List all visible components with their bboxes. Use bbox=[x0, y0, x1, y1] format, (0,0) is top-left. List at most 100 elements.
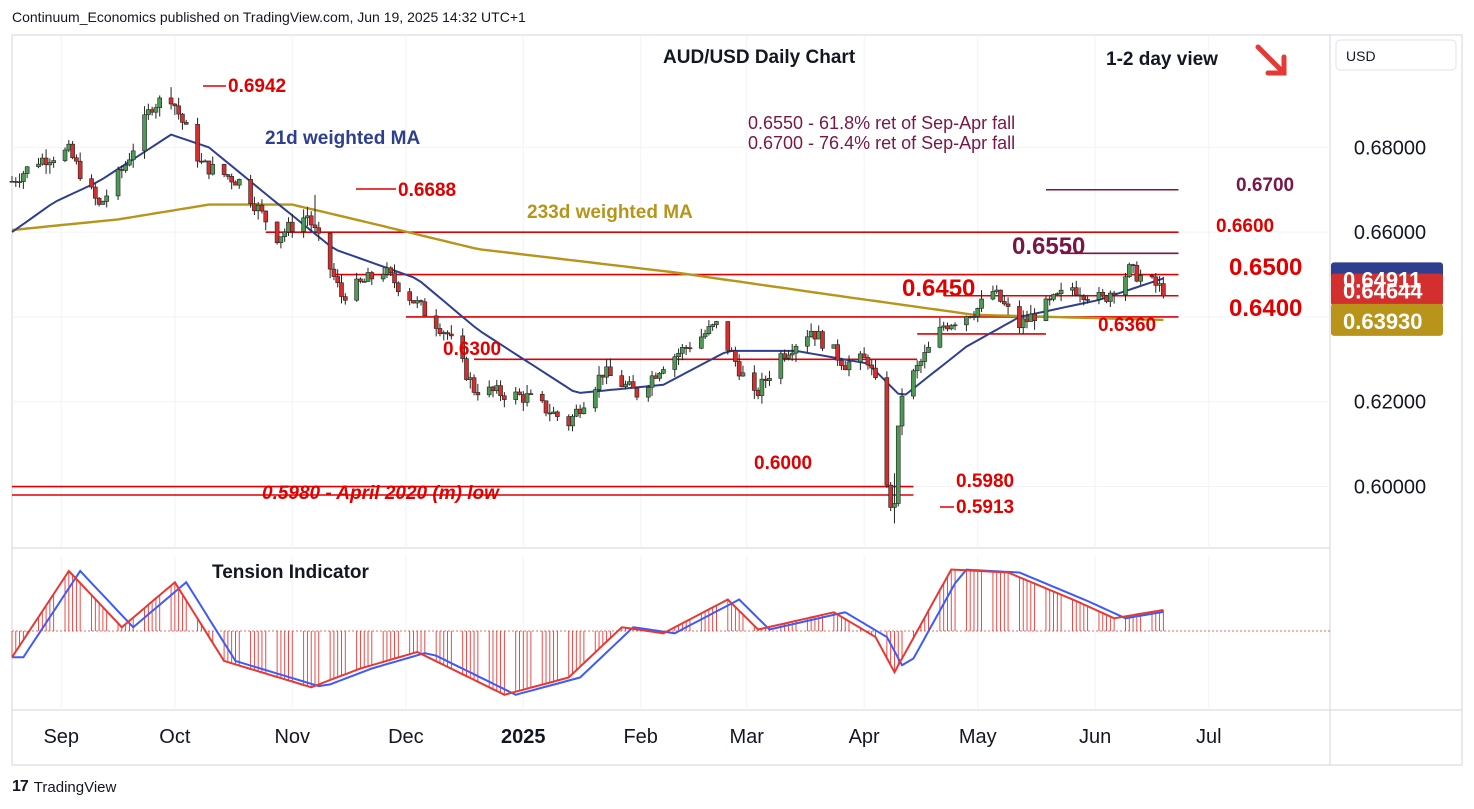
candle-body bbox=[331, 268, 337, 277]
candle bbox=[998, 289, 1003, 303]
candle bbox=[714, 320, 719, 329]
candle-body bbox=[759, 378, 765, 396]
candle bbox=[316, 221, 322, 241]
candle-body bbox=[62, 149, 68, 161]
candle bbox=[570, 414, 575, 432]
candle-body bbox=[952, 324, 958, 327]
candle-body bbox=[1051, 294, 1056, 300]
chart-title: AUD/USD Daily Chart bbox=[663, 47, 856, 68]
candle-body bbox=[172, 103, 178, 107]
candle-body bbox=[411, 300, 416, 304]
candle bbox=[392, 264, 397, 289]
candle bbox=[411, 300, 416, 304]
candle bbox=[858, 351, 863, 371]
candle bbox=[422, 298, 428, 317]
candle bbox=[1111, 290, 1117, 304]
candle bbox=[445, 330, 450, 340]
candle bbox=[539, 391, 545, 404]
currency-button[interactable] bbox=[1335, 39, 1457, 71]
candle bbox=[369, 270, 375, 286]
candle bbox=[657, 371, 662, 382]
candle bbox=[51, 156, 56, 168]
candle bbox=[130, 143, 136, 168]
candle-body bbox=[195, 124, 200, 162]
candle-body bbox=[528, 393, 534, 395]
candle-body bbox=[494, 385, 500, 392]
candle bbox=[517, 388, 522, 396]
candle bbox=[513, 387, 519, 405]
candle-body bbox=[1020, 318, 1026, 328]
candle bbox=[1020, 310, 1026, 335]
candle-body bbox=[789, 352, 795, 356]
candle bbox=[93, 183, 98, 206]
candle-body bbox=[858, 353, 863, 363]
candle-body bbox=[551, 411, 556, 415]
candle-body bbox=[1111, 292, 1117, 296]
ma-233-line bbox=[11, 203, 1164, 322]
candle-body bbox=[89, 178, 94, 188]
candle-body bbox=[236, 179, 242, 186]
candle-body bbox=[714, 321, 719, 325]
candle-body bbox=[1104, 295, 1109, 302]
candle-body bbox=[899, 395, 905, 427]
candle bbox=[168, 87, 174, 110]
candle-body bbox=[812, 330, 818, 340]
candle bbox=[1058, 282, 1064, 302]
candle-body bbox=[608, 366, 613, 376]
candle-body bbox=[683, 347, 689, 349]
candle-body bbox=[407, 291, 412, 301]
candle bbox=[789, 344, 795, 361]
candle-body bbox=[861, 353, 867, 358]
candle-body bbox=[305, 215, 310, 219]
candle-body bbox=[736, 361, 742, 377]
retracement-note-2: 0.6700 - 76.4% ret of Sep-Apr fall bbox=[748, 133, 1015, 153]
candle bbox=[418, 299, 424, 306]
candle-body bbox=[539, 393, 545, 402]
candle bbox=[581, 402, 587, 415]
retracement-note-1: 0.6550 - 61.8% ret of Sep-Apr fall bbox=[748, 113, 1015, 133]
candle bbox=[948, 324, 954, 331]
candle bbox=[1134, 261, 1140, 283]
candle bbox=[736, 354, 742, 381]
candle bbox=[634, 386, 640, 401]
candle-body bbox=[464, 358, 469, 380]
candle bbox=[861, 347, 867, 358]
candle bbox=[1077, 287, 1083, 303]
candles[interactable] bbox=[9, 87, 1166, 524]
candle bbox=[1001, 295, 1007, 306]
price-pane bbox=[12, 35, 1330, 548]
x-tick-label: Nov bbox=[274, 726, 310, 748]
candle-body bbox=[210, 164, 216, 175]
candle bbox=[282, 228, 287, 242]
candle bbox=[964, 315, 969, 332]
candle-body bbox=[263, 210, 269, 223]
candle bbox=[331, 263, 337, 281]
x-tick-label: Dec bbox=[388, 726, 424, 748]
candle-body bbox=[816, 331, 822, 340]
candle-body bbox=[793, 345, 799, 354]
candle-body bbox=[414, 300, 420, 304]
candle bbox=[1073, 280, 1079, 297]
candle-body bbox=[634, 387, 640, 398]
tradingview-footer[interactable]: 17 TradingView bbox=[12, 778, 116, 796]
candle-body bbox=[255, 204, 261, 212]
candle-body bbox=[820, 331, 825, 349]
candle-body bbox=[274, 221, 280, 244]
candle-body bbox=[1149, 275, 1155, 278]
candle bbox=[236, 178, 242, 189]
candle bbox=[555, 410, 560, 422]
candle-body bbox=[422, 301, 428, 317]
candle bbox=[471, 374, 477, 396]
candle bbox=[759, 372, 765, 404]
candle-body bbox=[547, 412, 553, 415]
candle bbox=[918, 358, 924, 374]
candle-body bbox=[51, 160, 56, 163]
publisher-caption: Continuum_Economics published on Trading… bbox=[12, 9, 526, 25]
candle bbox=[649, 370, 655, 397]
candle-body bbox=[24, 166, 30, 174]
candle-body bbox=[168, 97, 174, 105]
candle-body bbox=[740, 372, 746, 377]
candle bbox=[24, 166, 30, 179]
price-badge-label: 0.64644 bbox=[1343, 279, 1423, 304]
